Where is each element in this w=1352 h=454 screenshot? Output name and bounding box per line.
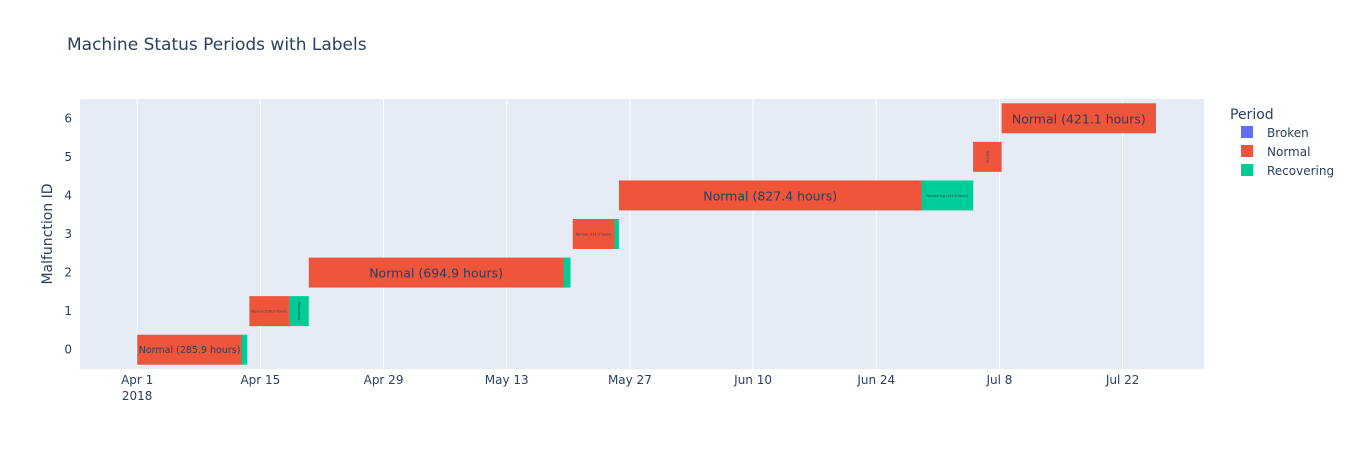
- gridlines: [136, 99, 1124, 369]
- bar-recovering-id3[interactable]: [614, 219, 619, 249]
- bar-recovering-id4[interactable]: [921, 180, 974, 211]
- y-tick-label: 4: [64, 188, 72, 202]
- x-axis-ticks: Apr 1 2018 Apr 15 Apr 29 May 13 May 27 Jun 10 J…: [121, 373, 1139, 403]
- bar-label: Recovering (141.0 hours): [926, 194, 968, 198]
- x-tick-label: Jul 8: [985, 373, 1012, 387]
- x-tick-label: May 13: [485, 373, 529, 387]
- x-tick-label: Apr 15: [240, 373, 280, 387]
- y-tick-label: 1: [64, 304, 72, 318]
- bar-recovering-id1[interactable]: [288, 296, 309, 327]
- bar-normal-id0[interactable]: [137, 334, 243, 365]
- bar-label: Normal (108.0 hours): [252, 310, 287, 314]
- bar-label: Normal (827.4 hours): [703, 188, 837, 203]
- legend-label-recovering[interactable]: Recovering: [1267, 164, 1334, 178]
- bar-labels: Normal (285.9 hours) Normal (108.0 hours)…: [139, 111, 1146, 356]
- y-tick-label: 6: [64, 111, 72, 125]
- y-axis-title: Malfunction ID: [40, 183, 56, 284]
- bar-normal-id4[interactable]: [618, 180, 922, 211]
- legend-swatch-broken[interactable]: [1241, 126, 1253, 138]
- bar-label: Normal: [985, 151, 989, 163]
- y-tick-label: 3: [64, 227, 72, 241]
- legend-title: Period: [1230, 107, 1274, 123]
- legend-swatch-normal[interactable]: [1241, 145, 1253, 157]
- bar-label: Normal (114.0 hours): [576, 233, 611, 237]
- y-tick-label: 0: [64, 343, 72, 357]
- bar-recovering-id0[interactable]: [242, 334, 248, 365]
- x-tick-label: Apr 1: [121, 373, 153, 387]
- bar-label: Normal (694.9 hours): [369, 266, 503, 281]
- bar-label: Normal (421.1 hours): [1012, 111, 1146, 126]
- bar-normal-id1[interactable]: [249, 296, 289, 327]
- bar-normal-id5[interactable]: [973, 141, 1002, 172]
- bar-label: Normal (285.9 hours): [139, 345, 241, 356]
- legend-swatch-recovering[interactable]: [1241, 164, 1253, 176]
- x-tick-label: Jul 22: [1105, 373, 1140, 387]
- x-tick-sublabel: 2018: [122, 389, 153, 403]
- x-tick-label: Jun 10: [733, 373, 772, 387]
- bar-label: Recovering: [297, 302, 301, 320]
- bar-normal-id3[interactable]: [572, 219, 615, 249]
- legend-label-broken[interactable]: Broken: [1267, 126, 1309, 140]
- bar-recovering-id2[interactable]: [563, 257, 571, 288]
- x-tick-label: Jun 24: [856, 373, 895, 387]
- chart-title: Machine Status Periods with Labels: [67, 35, 367, 55]
- y-tick-label: 2: [64, 266, 72, 280]
- legend-items[interactable]: Broken Normal Recovering: [1241, 126, 1334, 178]
- legend-label-normal[interactable]: Normal: [1267, 145, 1310, 159]
- legend: Period Broken Normal Recovering: [1230, 107, 1334, 178]
- x-tick-label: Apr 29: [364, 373, 404, 387]
- plot-background: [80, 99, 1204, 369]
- bar-normal-id2[interactable]: [308, 257, 564, 288]
- y-axis-ticks: 0 1 2 3 4 5 6: [64, 111, 72, 356]
- y-tick-label: 5: [64, 150, 72, 164]
- bars: [137, 103, 1157, 365]
- x-tick-label: May 27: [608, 373, 652, 387]
- bar-normal-id6[interactable]: [1001, 103, 1157, 134]
